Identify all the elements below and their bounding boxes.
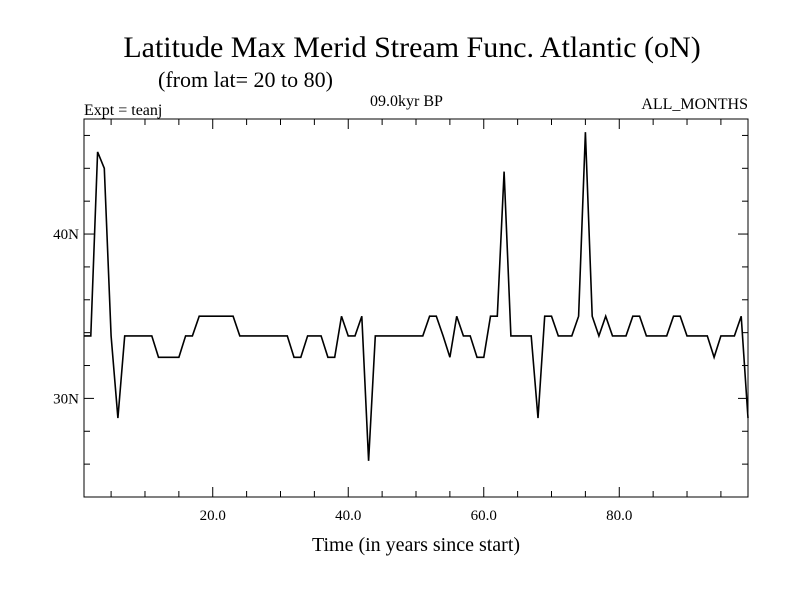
plot-frame [83,118,749,498]
experiment-label: Expt = teanj [84,102,162,119]
series-line [84,132,749,461]
x-tick-label: 20.0 [200,508,226,524]
period-label: 09.0kyr BP [370,93,443,110]
x-tick-label: 40.0 [335,508,361,524]
x-tick-label: 80.0 [606,508,632,524]
y-tick-label: 30N [53,391,79,407]
axis-ticks [84,119,748,497]
chart-subtitle: (from lat= 20 to 80) [158,67,333,92]
x-tick-label: 60.0 [471,508,497,524]
chart-title: Latitude Max Merid Stream Func. Atlantic… [123,31,700,64]
y-tick-label: 40N [53,227,79,243]
axis-tick-labels: 20.0 40.0 60.0 80.0 30N 40N [53,227,632,524]
months-label: ALL_MONTHS [641,96,748,113]
x-axis-title: Time (in years since start) [312,534,520,556]
